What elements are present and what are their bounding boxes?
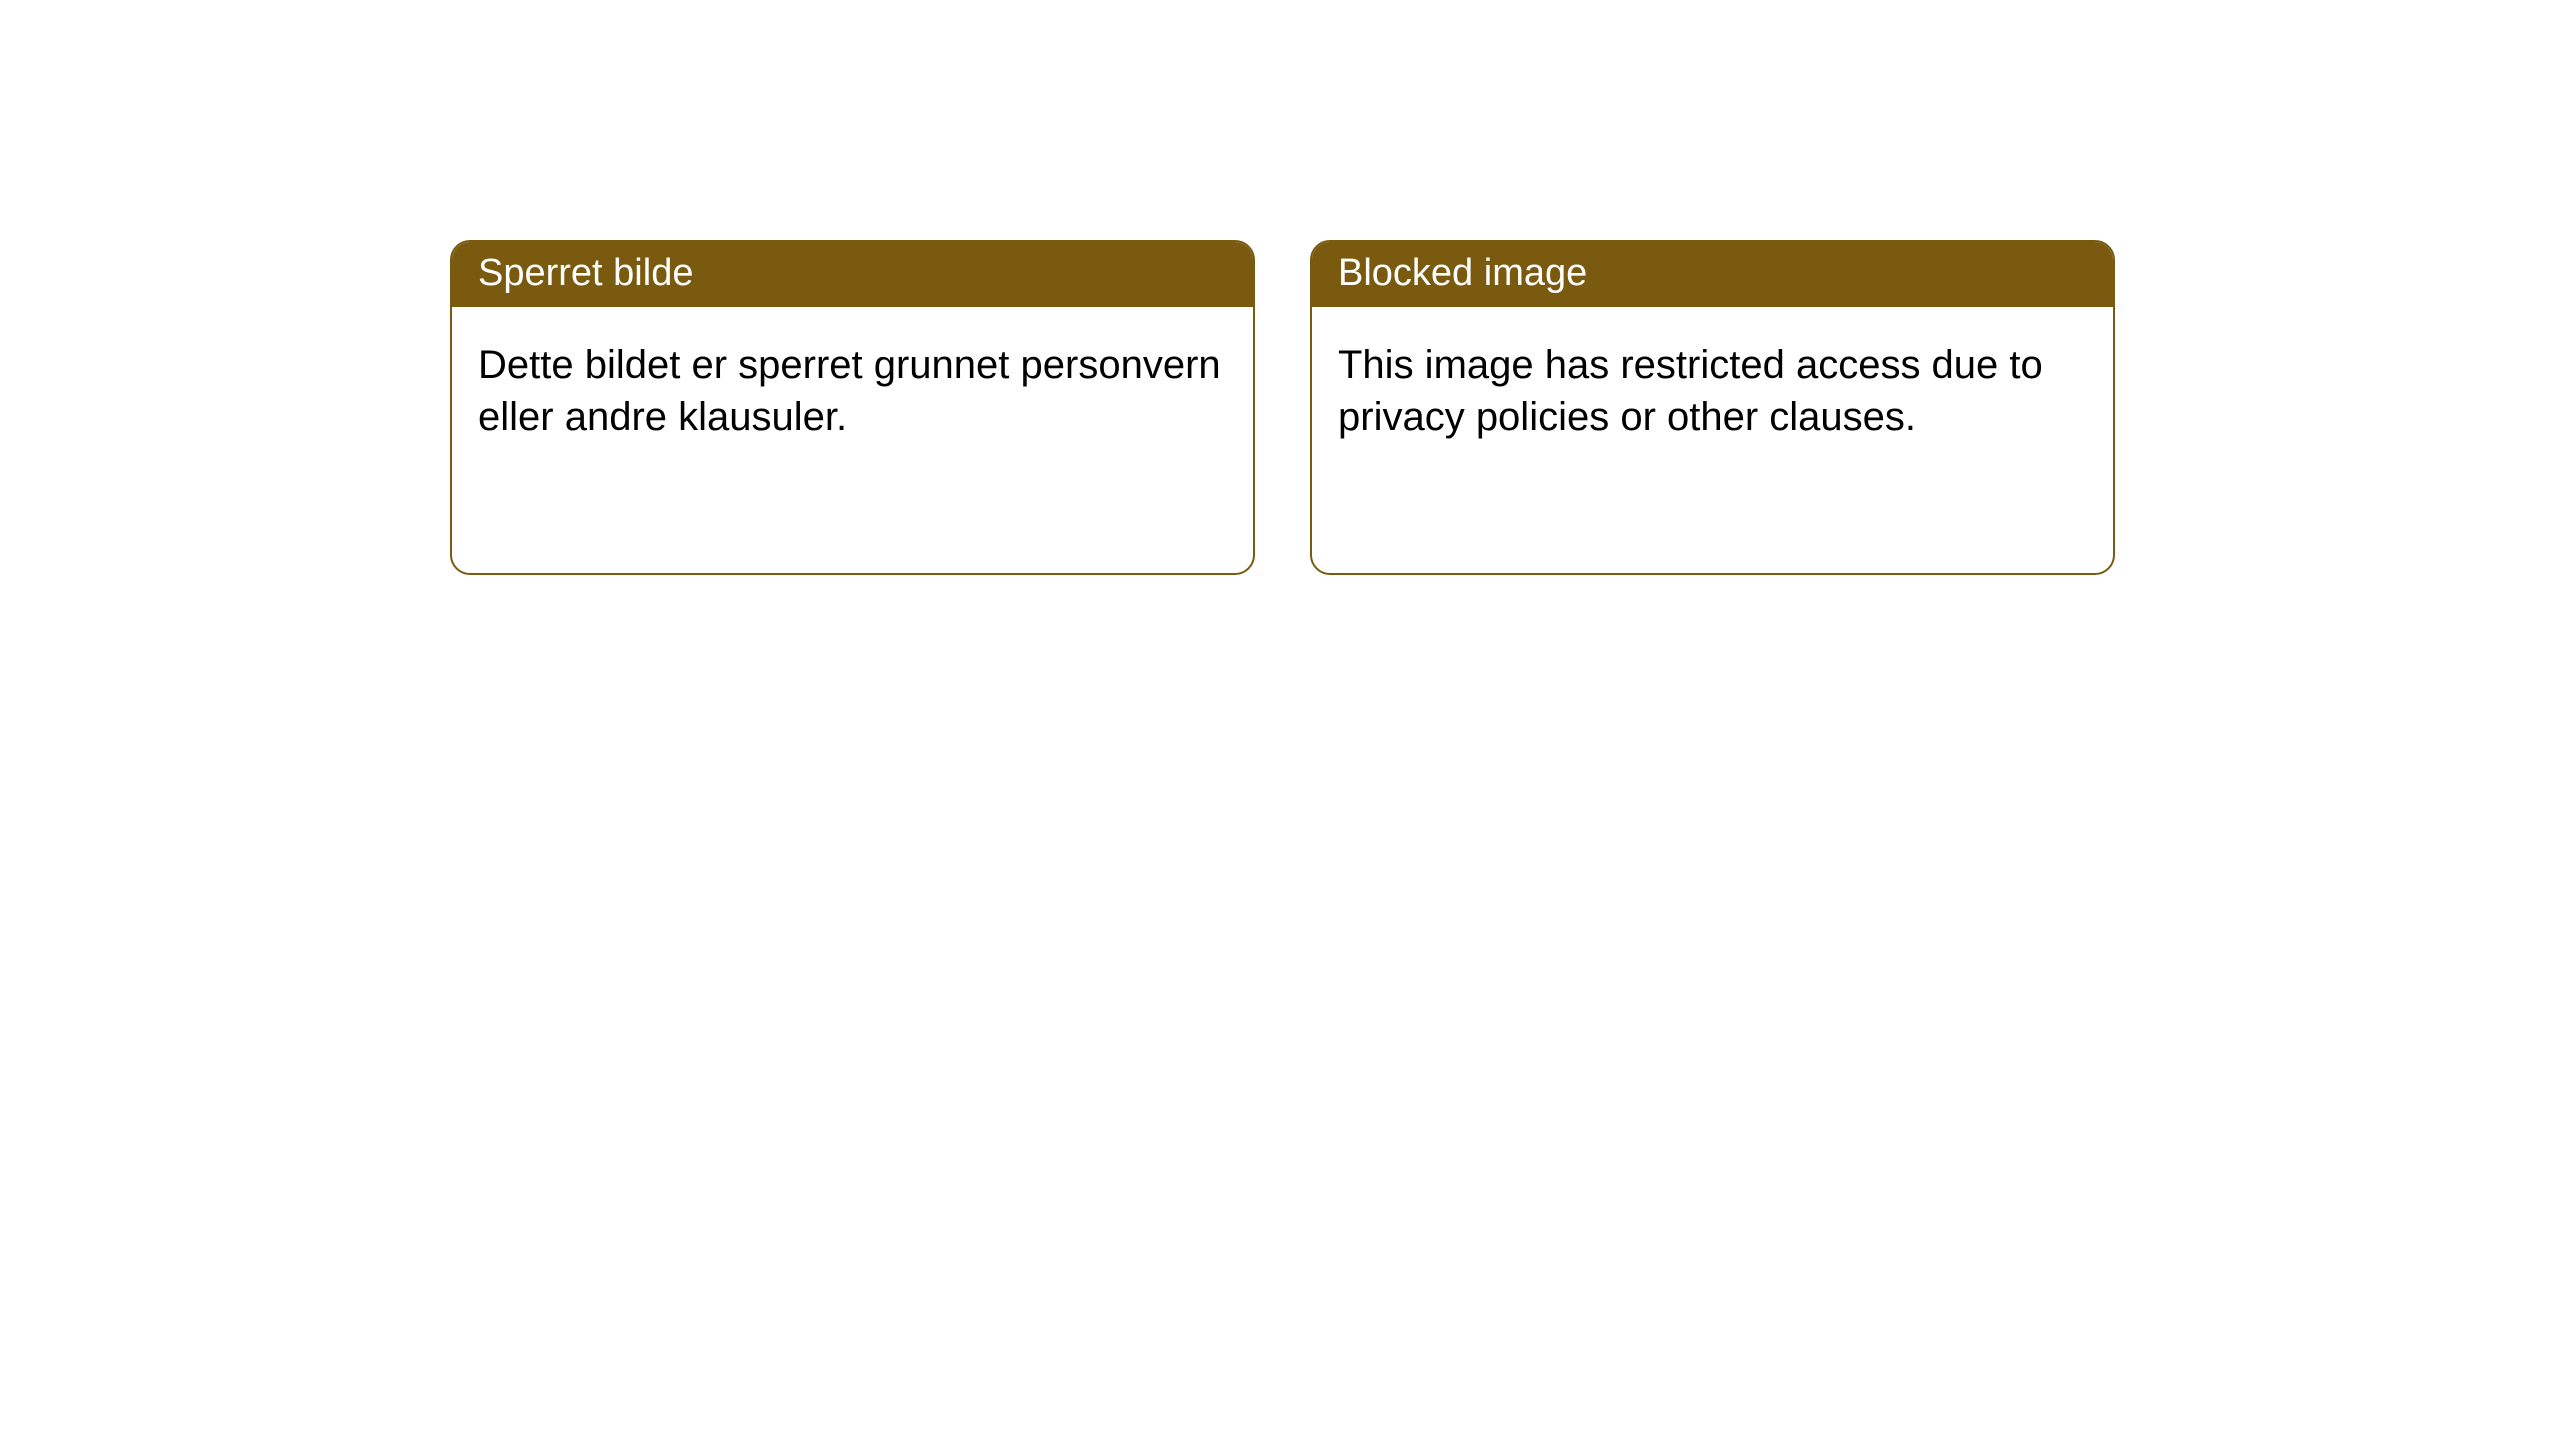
card-body-en: This image has restricted access due to … <box>1312 307 2113 475</box>
blocked-image-card-no: Sperret bilde Dette bildet er sperret gr… <box>450 240 1255 575</box>
card-body-no: Dette bildet er sperret grunnet personve… <box>452 307 1253 475</box>
card-header-en: Blocked image <box>1312 242 2113 307</box>
blocked-image-card-en: Blocked image This image has restricted … <box>1310 240 2115 575</box>
blocked-image-notices: Sperret bilde Dette bildet er sperret gr… <box>450 240 2115 575</box>
card-header-no: Sperret bilde <box>452 242 1253 307</box>
